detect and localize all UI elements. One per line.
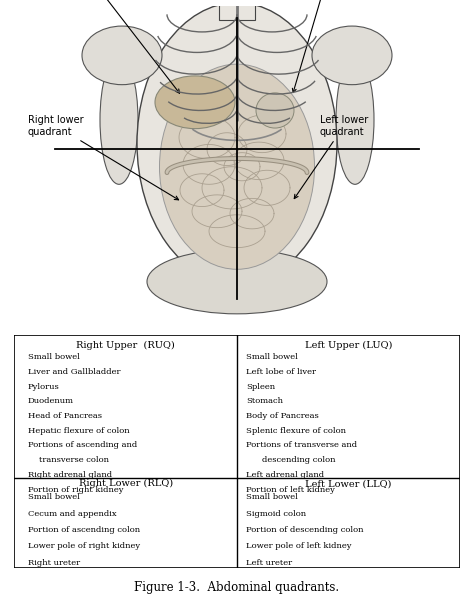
Ellipse shape xyxy=(137,2,337,284)
Text: descending colon: descending colon xyxy=(262,456,335,464)
Ellipse shape xyxy=(336,55,374,184)
Text: Right adrenal gland: Right adrenal gland xyxy=(27,471,112,479)
Text: Hepatic flexure of colon: Hepatic flexure of colon xyxy=(27,427,129,435)
Text: Right Upper  (RUQ): Right Upper (RUQ) xyxy=(76,340,175,349)
Text: Small bowel: Small bowel xyxy=(246,493,298,501)
Ellipse shape xyxy=(312,26,392,85)
Text: Portions of ascending and: Portions of ascending and xyxy=(27,441,137,449)
Ellipse shape xyxy=(100,55,138,184)
Text: Head of Pancreas: Head of Pancreas xyxy=(27,412,101,420)
Text: Left lobe of liver: Left lobe of liver xyxy=(246,368,316,376)
Text: Left adrenal gland: Left adrenal gland xyxy=(246,471,324,479)
Ellipse shape xyxy=(155,76,235,129)
Text: Small bowel: Small bowel xyxy=(246,353,298,361)
Text: Right upper
quadrant: Right upper quadrant xyxy=(40,0,180,93)
Text: Left lower
quadrant: Left lower quadrant xyxy=(294,115,368,198)
Bar xyxy=(219,0,255,20)
Text: Lower pole of left kidney: Lower pole of left kidney xyxy=(246,542,351,550)
Text: Right lower
quadrant: Right lower quadrant xyxy=(28,115,179,200)
Text: Right ureter: Right ureter xyxy=(27,559,80,567)
Text: Portion of left kidney: Portion of left kidney xyxy=(246,486,335,494)
Text: Small bowel: Small bowel xyxy=(27,353,80,361)
Text: Duodenum: Duodenum xyxy=(27,397,73,405)
Text: Stomach: Stomach xyxy=(246,397,283,405)
Text: Portion of ascending colon: Portion of ascending colon xyxy=(27,526,140,534)
Text: Portions of transverse and: Portions of transverse and xyxy=(246,441,357,449)
Text: Liver and Gallbladder: Liver and Gallbladder xyxy=(27,368,120,376)
Text: Portion of right kidney: Portion of right kidney xyxy=(27,486,123,494)
Ellipse shape xyxy=(256,93,294,128)
Text: Left ureter: Left ureter xyxy=(246,559,292,567)
Text: Cecum and appendix: Cecum and appendix xyxy=(27,510,116,518)
Text: Small bowel: Small bowel xyxy=(27,493,80,501)
Ellipse shape xyxy=(147,249,327,314)
Text: Figure 1-3.  Abdominal quadrants.: Figure 1-3. Abdominal quadrants. xyxy=(135,581,339,594)
Ellipse shape xyxy=(159,64,315,270)
Text: transverse colon: transverse colon xyxy=(39,456,109,464)
Text: Left Lower (LLQ): Left Lower (LLQ) xyxy=(305,480,392,488)
Ellipse shape xyxy=(82,26,162,85)
Text: Spleen: Spleen xyxy=(246,383,275,391)
Text: Left Upper (LUQ): Left Upper (LUQ) xyxy=(305,340,392,349)
Text: Pylorus: Pylorus xyxy=(27,383,59,391)
Text: Lower pole of right kidney: Lower pole of right kidney xyxy=(27,542,140,550)
Text: Body of Pancreas: Body of Pancreas xyxy=(246,412,319,420)
Text: Splenic flexure of colon: Splenic flexure of colon xyxy=(246,427,346,435)
Text: Portion of descending colon: Portion of descending colon xyxy=(246,526,364,534)
Text: Right Lower (RLQ): Right Lower (RLQ) xyxy=(79,480,173,488)
Text: Sigmoid colon: Sigmoid colon xyxy=(246,510,306,518)
Text: Left upper
quadrant: Left upper quadrant xyxy=(292,0,360,93)
